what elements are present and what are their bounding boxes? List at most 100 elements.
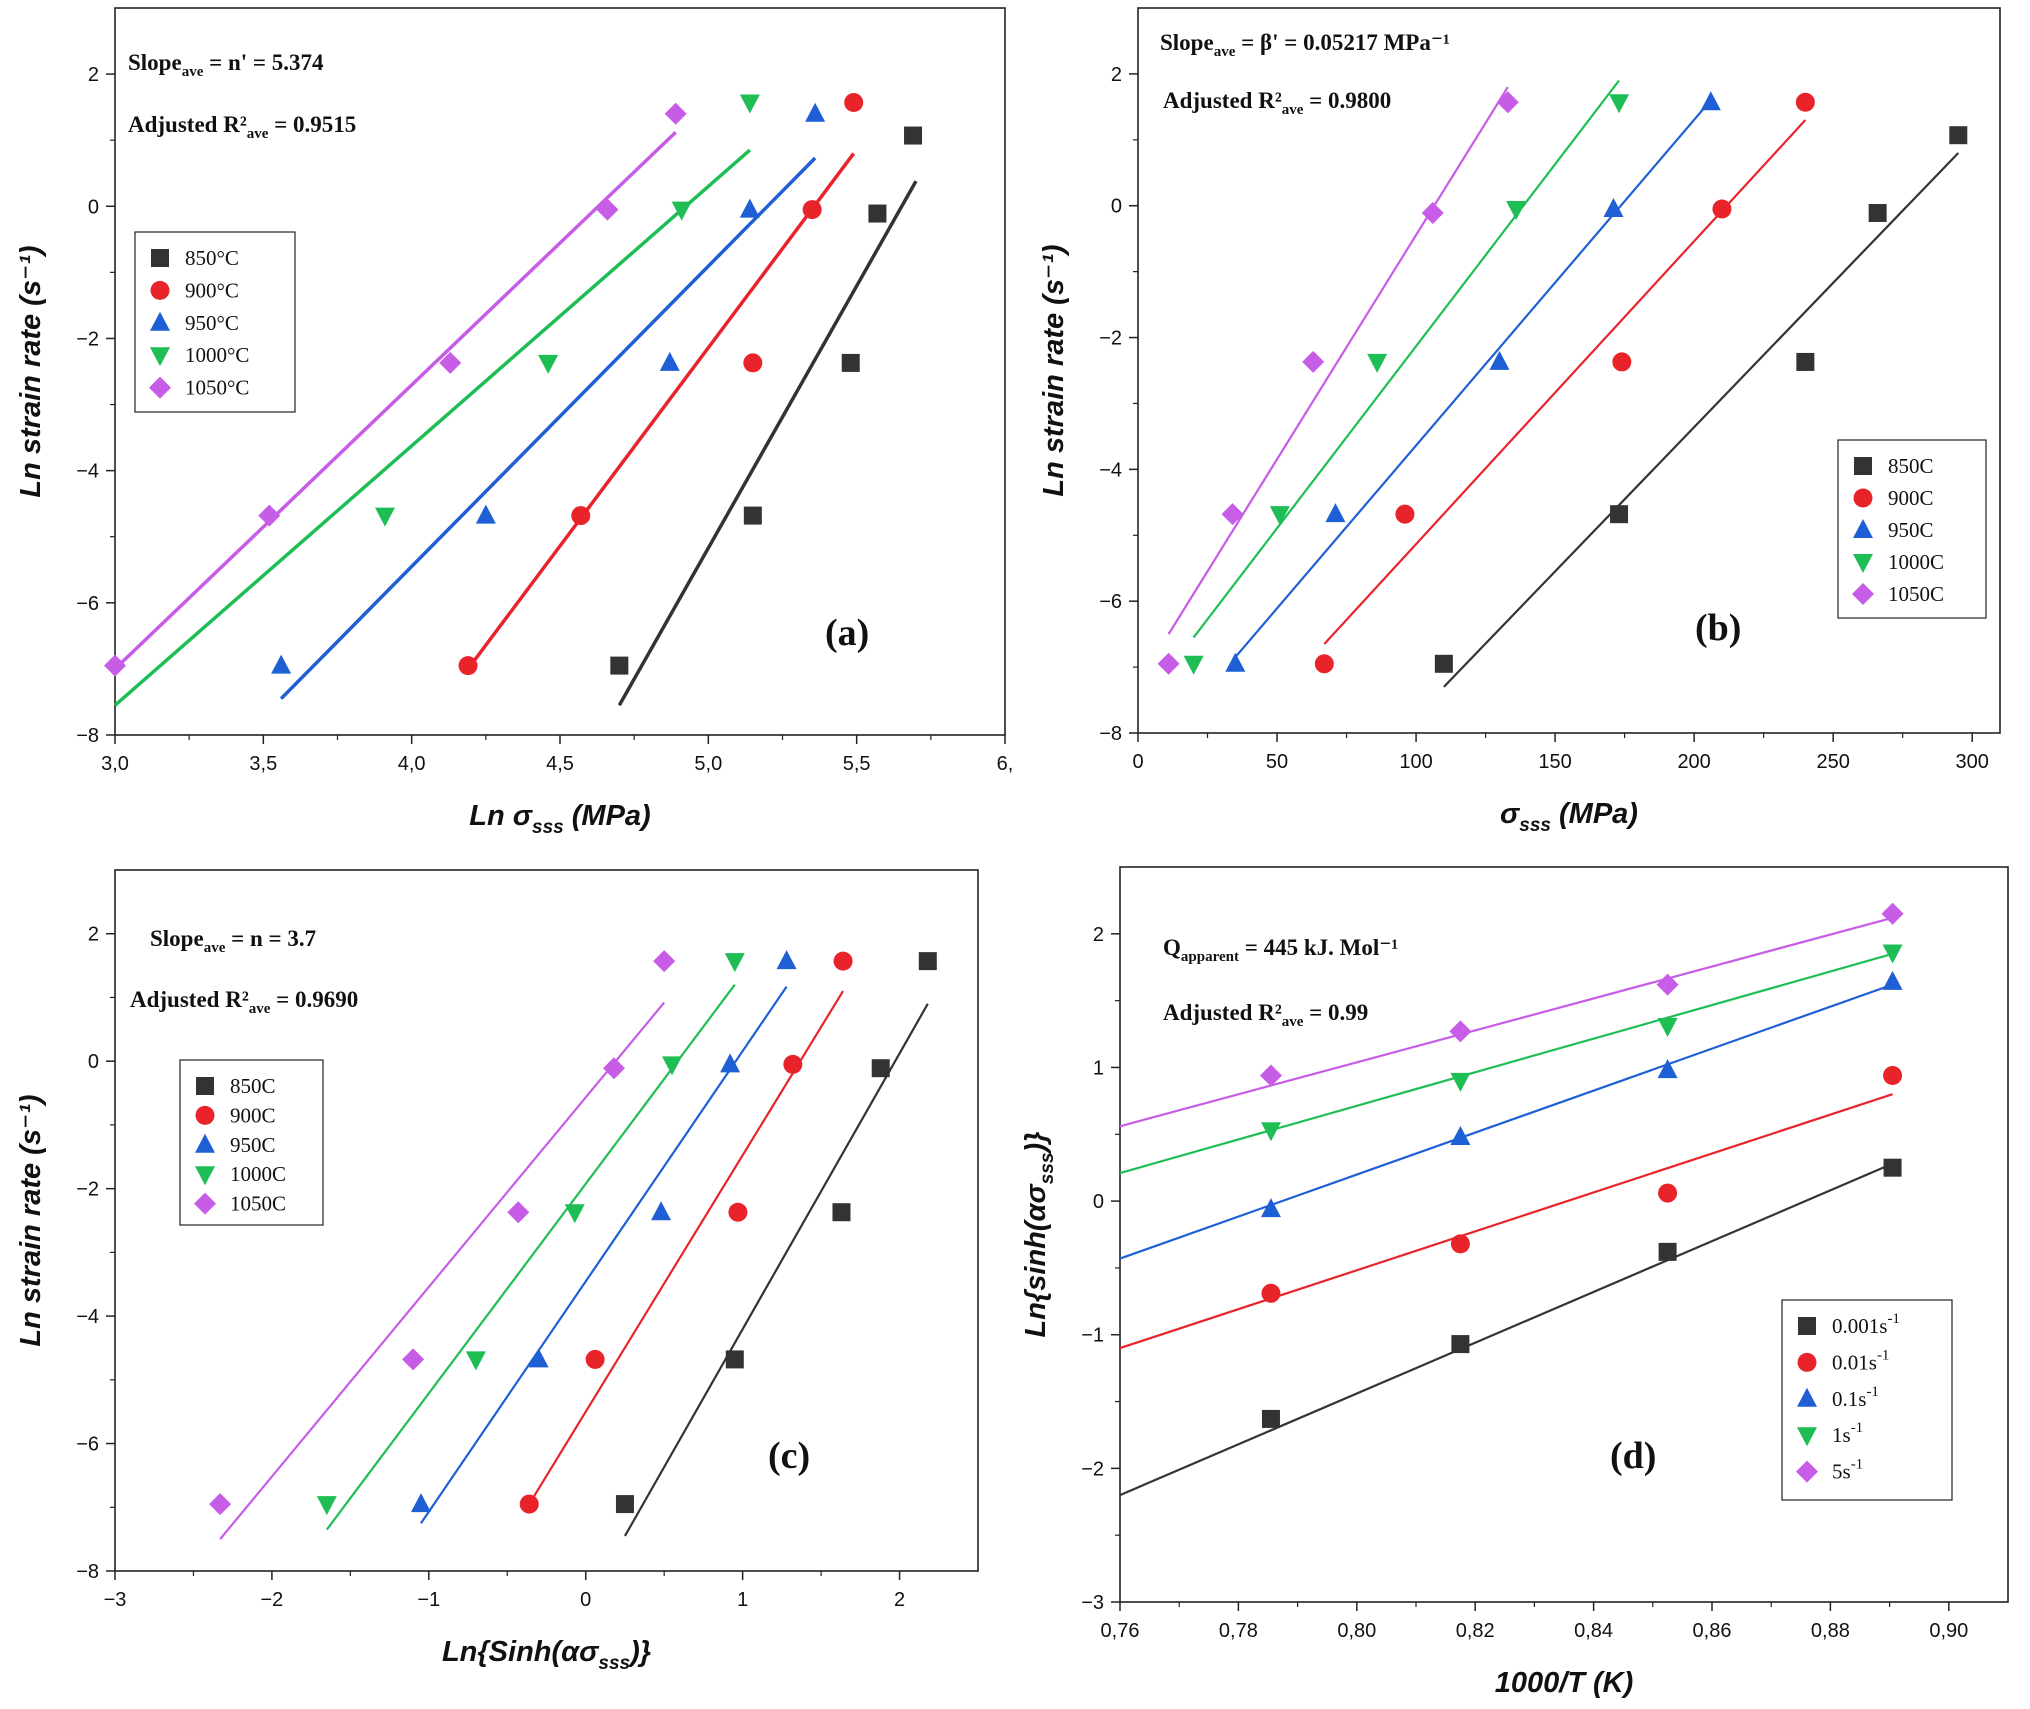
legend-label: 1s-1 (1832, 1420, 1863, 1447)
fit-line (113, 130, 677, 671)
x-tick-label: 5,0 (694, 753, 722, 775)
data-point (1796, 352, 1815, 371)
data-point (1882, 970, 1903, 990)
y-tick-label: −2 (76, 328, 99, 350)
data-point (671, 201, 692, 221)
data-point (615, 1495, 634, 1514)
data-point (664, 102, 687, 125)
legend-label: 950C (230, 1133, 276, 1157)
legend-label: 900C (1888, 486, 1934, 510)
data-point (1450, 1125, 1471, 1145)
y-tick-label: −2 (1081, 1458, 1104, 1480)
data-point (538, 354, 559, 374)
data-point (458, 656, 478, 676)
legend-marker (149, 376, 171, 399)
data-point (585, 1349, 605, 1369)
data-point (1157, 652, 1180, 675)
legend-marker (151, 249, 169, 267)
data-point (743, 506, 762, 525)
slope-annotation: Slopeave = n = 3.7 (150, 926, 316, 956)
legend: 850°C 900°C 950°C 1000°C 1050°C (134, 231, 296, 413)
data-point (519, 1494, 539, 1514)
x-tick-label: 0,90 (1929, 1620, 1968, 1642)
data-point (1395, 504, 1415, 524)
x-tick-label: 2 (894, 1589, 905, 1611)
legend-label: 900C (230, 1103, 276, 1127)
plot-frame (114, 869, 979, 1572)
y-tick-label: −8 (76, 1561, 99, 1583)
data-point (1421, 201, 1444, 224)
legend-marker (196, 1077, 214, 1095)
data-point (564, 1204, 585, 1224)
data-point (802, 200, 822, 220)
x-tick-label: 100 (1399, 751, 1432, 773)
data-point (739, 198, 760, 218)
data-point (833, 951, 853, 971)
x-tick-label: 0,84 (1574, 1620, 1613, 1642)
fit-line (113, 148, 752, 707)
data-point (1261, 1409, 1280, 1428)
fit-line (466, 152, 856, 670)
x-tick-label: 300 (1956, 751, 1989, 773)
data-point (258, 504, 281, 527)
y-axis-title: Ln strain rate (s⁻¹) (1038, 244, 1070, 496)
y-tick-label: 0 (88, 196, 99, 218)
y-tick-label: −6 (76, 1434, 99, 1456)
y-axis-title: Ln strain rate (s⁻¹) (15, 245, 47, 497)
data-point (1325, 503, 1346, 523)
legend-marker (1853, 488, 1873, 508)
data-point (1451, 1335, 1470, 1354)
y-tick-label: 0 (88, 1051, 99, 1073)
legend-marker (1797, 1387, 1817, 1407)
legend-marker (194, 1192, 216, 1215)
legend-label: 950°C (185, 311, 239, 335)
x-tick-label: 3,5 (249, 753, 277, 775)
legend-marker (1796, 1460, 1818, 1483)
data-point (374, 507, 395, 527)
data-point (1868, 203, 1887, 222)
data-point (507, 1201, 530, 1224)
x-axis-title: Ln{Sinh(ασsss)} (442, 1636, 651, 1674)
y-tick-label: −3 (1081, 1592, 1104, 1614)
y-tick-label: −1 (1081, 1325, 1104, 1347)
data-point (1712, 199, 1732, 219)
data-point (720, 1053, 741, 1073)
data-point (805, 102, 826, 122)
legend-label: 1050C (230, 1192, 286, 1216)
legend-label: 1000C (230, 1162, 286, 1186)
data-point (743, 353, 763, 373)
legend: 850C 900C 950C 1000C 1050C (179, 1059, 324, 1226)
fit-line (420, 986, 788, 1524)
x-tick-label: −3 (104, 1589, 127, 1611)
y-axis-title: Ln strain rate (s⁻¹) (15, 1094, 47, 1346)
legend-marker (1853, 519, 1873, 538)
data-point (918, 952, 937, 971)
panel-b: 0 50 100 150 200 250 300 −8 −6 −4 −2 0 2 σsss (MPa) Ln… (1038, 7, 2001, 836)
legend-label: 0.1s-1 (1832, 1384, 1879, 1411)
data-point (725, 1350, 744, 1369)
x-tick-label: 4,5 (546, 753, 574, 775)
data-point (1609, 94, 1630, 114)
data-point (1657, 1059, 1678, 1079)
data-point (868, 204, 887, 223)
legend-marker (1853, 554, 1873, 573)
data-point (1700, 91, 1721, 111)
data-point (841, 353, 860, 372)
x-tick-label: −2 (261, 1589, 284, 1611)
y-tick-label: 2 (1093, 924, 1104, 946)
legend-marker (195, 1105, 215, 1125)
y-tick-label: 2 (1111, 64, 1122, 86)
r2-annotation: Adjusted R²ave = 0.9690 (130, 987, 358, 1017)
legend-label: 1000°C (185, 343, 249, 367)
data-point (904, 126, 923, 145)
fit-line (219, 1001, 666, 1540)
x-tick-label: −1 (417, 1589, 440, 1611)
y-tick-label: −6 (1099, 591, 1122, 613)
data-point (1449, 1020, 1472, 1043)
legend-label: 950C (1888, 518, 1934, 542)
data-point (1489, 350, 1510, 370)
x-tick-label: 0,82 (1456, 1620, 1495, 1642)
x-tick-label: 3,0 (101, 753, 129, 775)
legend-marker (1797, 1427, 1817, 1447)
x-axis-title: σsss (MPa) (1500, 798, 1638, 836)
